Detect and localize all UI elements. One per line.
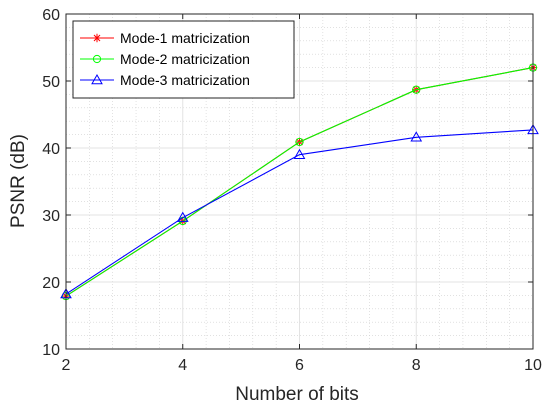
legend-marker <box>91 73 103 85</box>
y-tick-labels: 10 20 30 40 50 60 <box>42 7 60 359</box>
x-tick-label: 6 <box>295 357 304 374</box>
legend-marker <box>92 33 102 43</box>
legend: Mode-1 matricization Mode-2 matricization… <box>72 20 295 99</box>
y-tick-label: 20 <box>42 275 60 292</box>
series-line-3 <box>65 129 534 295</box>
y-axis-label: PSNR (dB) <box>8 134 29 228</box>
legend-label: Mode-1 matricization <box>120 30 250 46</box>
legend-entry-2: Mode-2 matricization <box>80 51 250 67</box>
y-tick-label: 10 <box>42 342 60 359</box>
x-tick-label: 4 <box>178 357 187 374</box>
x-axis-label: Number of bits <box>235 384 359 405</box>
legend-label: Mode-3 matricization <box>120 72 250 88</box>
legend-marker <box>92 54 102 64</box>
legend-label: Mode-2 matricization <box>120 51 250 67</box>
x-tick-label: 8 <box>412 357 421 374</box>
y-tick-label: 40 <box>42 141 60 158</box>
x-tick-labels: 2 4 6 8 10 <box>62 357 542 374</box>
x-tick-label: 10 <box>524 357 542 374</box>
tick-marks <box>65 13 534 350</box>
series-3 <box>60 123 539 299</box>
data-point <box>176 211 189 222</box>
legend-entry-1: Mode-1 matricization <box>80 30 250 46</box>
data-point <box>410 131 423 142</box>
data-point <box>293 148 306 159</box>
y-tick-label: 60 <box>42 7 60 24</box>
legend-entry-3: Mode-3 matricization <box>80 72 250 88</box>
x-tick-label: 2 <box>62 357 71 374</box>
legend-entries: Mode-1 matricization Mode-2 matricization… <box>80 30 250 88</box>
y-tick-label: 50 <box>42 74 60 91</box>
y-tick-label: 30 <box>42 208 60 225</box>
data-point <box>412 85 421 94</box>
minor-grid <box>66 14 533 349</box>
data-point <box>295 137 304 147</box>
series-line-2 <box>65 67 534 297</box>
